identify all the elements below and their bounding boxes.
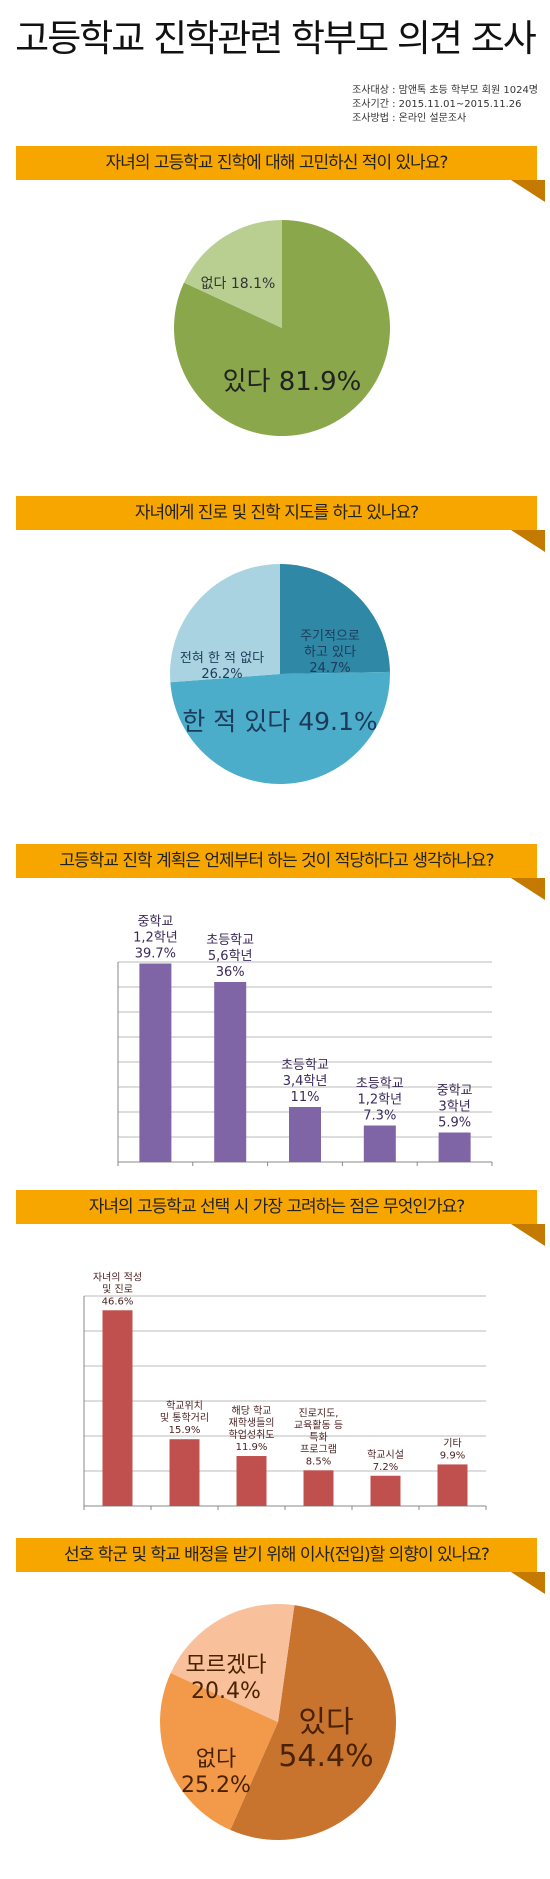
bar: [289, 1107, 321, 1162]
bar: [214, 982, 247, 1162]
bar: [139, 963, 172, 1162]
pie-label-done-once: 한 적 있다 49.1%: [182, 707, 377, 736]
bar-label: 자녀의 적성 및 진로 46.6%: [93, 1271, 142, 1307]
pie-slice-never: [170, 564, 280, 683]
question-banner-2: 자녀에게 진로 및 진학 지도를 하고 있나요?: [16, 496, 545, 552]
pie-label-yes: 있다 81.9%: [223, 367, 362, 397]
bar-label: 중학교 3학년 5.9%: [437, 1084, 473, 1131]
question-5-text: 선호 학군 및 학교 배정을 받기 위해 이사(전입)할 의향이 있나요?: [64, 1545, 490, 1565]
bar-label: 학교시설 7.2%: [367, 1449, 404, 1473]
question-4-text: 자녀의 고등학교 선택 시 가장 고려하는 점은 무엇인가요?: [88, 1197, 466, 1217]
bar-label: 초등학교 1,2학년 7.3%: [356, 1077, 404, 1124]
question-banner-5: 선호 학군 및 학교 배정을 받기 위해 이사(전입)할 의향이 있나요?: [16, 1538, 545, 1594]
survey-target: 조사대상 : 맘앤톡 초등 학부모 회원 1024명: [352, 85, 538, 96]
pie-label-never: 전혀 한 적 없다 26.2%: [180, 651, 264, 682]
question-1-text: 자녀의 고등학교 진학에 대해 고민하신 적이 있나요?: [105, 153, 449, 173]
bar: [236, 1456, 267, 1506]
bar-label: 학교위치 및 통학거리 15.9%: [160, 1399, 209, 1436]
pie-slice-regularly: [280, 564, 390, 674]
pie-slice-yes: [230, 1605, 396, 1840]
pie-slice-yes: [174, 220, 391, 436]
question-banner-4: 자녀의 고등학교 선택 시 가장 고려하는 점은 무엇인가요?: [16, 1190, 545, 1246]
pie-slice-no: [160, 1672, 278, 1830]
question-banner-3: 고등학교 진학 계획은 언제부터 하는 것이 적당하다고 생각하나요?: [16, 844, 545, 900]
bar: [303, 1470, 334, 1506]
pie-label-unsure: 모르겠다 20.4%: [186, 1653, 267, 1704]
bar-chart-4: 자녀의 적성 및 진로 46.6% 학교위치 및 통학거리 15.9% 해당 학교 재학생들의…: [83, 1271, 487, 1510]
pie-chart-1: 있다 81.9% 없다 18.1%: [174, 220, 391, 436]
survey-info: 조사대상 : 맘앤톡 초등 학부모 회원 1024명 조사기간 : 2015.1…: [352, 84, 538, 126]
bar-label: 진로지도, 교육활동 등 특화 프로그램 8.5%: [294, 1407, 343, 1467]
pie-label-no: 없다 25.2%: [181, 1747, 251, 1798]
bar-label: 중학교 1,2학년 39.7%: [133, 915, 178, 962]
pie-chart-2: 한 적 있다 49.1% 주기적으로 하고 있다 24.7% 전혀 한 적 없다 26.2…: [170, 564, 391, 785]
pie-chart-5: 있다 54.4% 없다 25.2% 모르겠다 20.4%: [160, 1604, 396, 1840]
bar: [102, 1310, 133, 1506]
bar: [437, 1464, 468, 1506]
survey-method: 조사방법 : 온라인 설문조사: [352, 113, 467, 124]
bar: [169, 1439, 200, 1506]
question-3-text: 고등학교 진학 계획은 언제부터 하는 것이 적당하다고 생각하나요?: [59, 851, 494, 871]
pie-label-regularly: 주기적으로 하고 있다 24.7%: [300, 629, 360, 676]
pie-slice-no: [183, 220, 282, 328]
bar: [370, 1475, 401, 1506]
bar-label: 초등학교 3,4학년 11%: [281, 1058, 329, 1105]
survey-period: 조사기간 : 2015.11.01~2015.11.26: [352, 99, 522, 110]
pie-slice-done-once: [170, 671, 391, 785]
page-title: 고등학교 진학관련 학부모 의견 조사: [15, 17, 537, 60]
bar: [438, 1132, 471, 1162]
pie-label-yes: 있다 54.4%: [278, 1705, 373, 1774]
pie-label-no: 없다 18.1%: [201, 276, 276, 292]
question-2-text: 자녀에게 진로 및 진학 지도를 하고 있나요?: [134, 503, 419, 523]
bar-label: 기타 9.9%: [440, 1437, 465, 1461]
pie-slice-unsure: [170, 1604, 295, 1722]
bar-label: 해당 학교 재학생들의 학업성취도 11.9%: [229, 1404, 275, 1453]
bar-label: 초등학교 5,6학년 36%: [206, 933, 254, 980]
bar: [363, 1125, 396, 1162]
bar-chart-3: 중학교 1,2학년 39.7% 초등학교 5,6학년 36% 초등학교 3,4학년 11% 초등학…: [117, 915, 493, 1166]
question-banner-1: 자녀의 고등학교 진학에 대해 고민하신 적이 있나요?: [16, 146, 545, 202]
